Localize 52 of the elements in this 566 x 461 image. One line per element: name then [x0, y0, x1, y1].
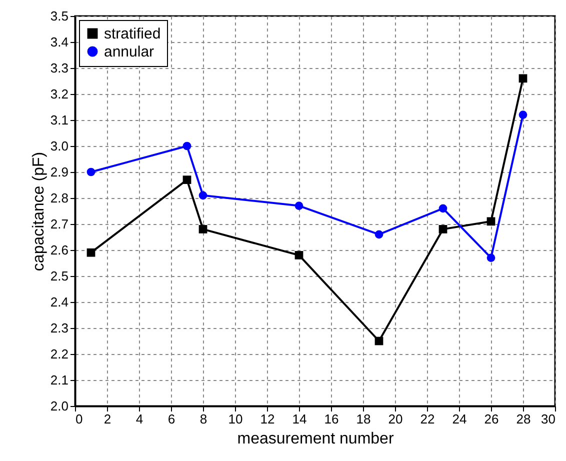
point — [198, 191, 208, 200]
y-tick-label: 2.4 — [50, 294, 68, 310]
x-axis-title: measurement number — [237, 430, 394, 448]
point — [86, 168, 96, 176]
y-tick-label: 3.4 — [50, 34, 68, 50]
x-tick-label: 14 — [292, 412, 307, 426]
x-tick-label: 6 — [168, 412, 176, 426]
point — [182, 142, 192, 150]
x-tick-label: 8 — [200, 412, 208, 426]
point — [86, 248, 96, 257]
point — [374, 336, 384, 346]
legend-label: annular — [104, 44, 154, 60]
y-tick-label: 2.5 — [50, 268, 68, 284]
x-tick-label: 24 — [452, 412, 467, 426]
y-tick-label: 2.1 — [50, 372, 68, 388]
y-axis-title: capacitance (pF) — [30, 152, 48, 272]
point — [294, 251, 304, 260]
x-tick-label: 0 — [76, 412, 83, 426]
x-tick-label: 4 — [136, 412, 144, 426]
point — [438, 204, 448, 213]
point — [518, 110, 528, 119]
point — [294, 202, 304, 210]
y-tick-label: 2.2 — [50, 346, 68, 362]
x-tick-label: 16 — [324, 412, 339, 426]
legend-label: stratified — [104, 26, 161, 42]
x-tick-label: 2 — [104, 412, 112, 426]
x-tick-label: 30 — [541, 412, 556, 426]
y-tick-label: 2.8 — [50, 190, 68, 206]
point — [374, 230, 384, 239]
y-tick-label: 2.0 — [50, 398, 68, 414]
x-tick-label: 10 — [228, 412, 243, 426]
y-tick-label: 3.0 — [50, 138, 68, 154]
y-tick-label: 2.3 — [50, 320, 68, 336]
y-tick-label: 3.1 — [50, 112, 68, 128]
point — [182, 176, 192, 184]
point — [486, 254, 496, 262]
x-tick-label: 26 — [484, 412, 499, 426]
x-tick-label: 18 — [356, 412, 371, 426]
y-tick-label: 3.5 — [50, 8, 68, 24]
y-tick-label: 2.6 — [50, 242, 68, 258]
x-tick-label: 28 — [516, 412, 531, 426]
x-tick-label: 20 — [388, 412, 403, 426]
point — [518, 74, 528, 83]
y-tick-label: 2.7 — [50, 216, 68, 232]
y-tick-label: 2.9 — [50, 164, 68, 180]
point — [486, 217, 496, 226]
x-tick-label: 22 — [420, 412, 435, 426]
point — [438, 225, 448, 234]
y-tick-label: 3.2 — [50, 86, 68, 102]
y-tick-label: 3.3 — [50, 60, 68, 76]
x-tick-label: 12 — [260, 412, 275, 426]
point — [198, 225, 208, 234]
